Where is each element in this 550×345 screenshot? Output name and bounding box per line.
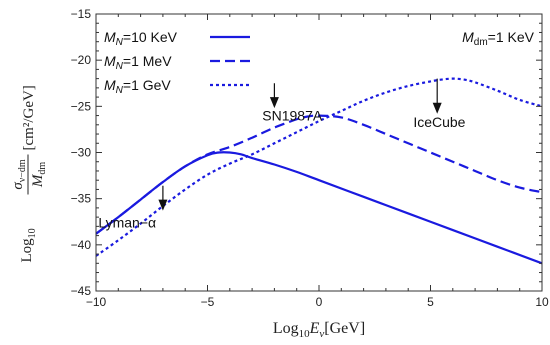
y-tick-label: −35 [71, 192, 92, 206]
annotation-label: SN1987A [262, 108, 323, 124]
y-tick-label: −45 [71, 284, 92, 298]
xlabel-sub: 10 [299, 328, 311, 340]
x-tick-label: 0 [316, 295, 323, 309]
x-tick-label: 5 [427, 295, 434, 309]
xlabel-varsub: ν [319, 328, 324, 340]
y-tick-label: −15 [71, 7, 92, 21]
dark-matter-mass-label: Mdm=1 KeV [462, 29, 535, 48]
mass-label-var: M [462, 29, 474, 45]
mass-label-rest: =1 KeV [488, 29, 535, 45]
annotation-arrowhead [158, 199, 168, 211]
legend-label-3: MN=1 GeV [104, 77, 171, 96]
x-tick-label: −5 [201, 295, 215, 309]
x-axis-label: Log10Eν[GeV] [273, 320, 365, 340]
y-tick-label: −30 [71, 146, 92, 160]
xlabel-unit: [GeV] [324, 320, 365, 337]
annotation-label: IceCube [413, 114, 465, 130]
x-tick-label: −10 [86, 295, 107, 309]
y-axis-label: Log10 σν−dm Mdm [cm²/GeV] [10, 85, 48, 262]
legend-label-1: MN=10 KeV [104, 29, 178, 48]
annotation-arrowhead [269, 97, 279, 109]
y-tick-label: −20 [71, 53, 92, 67]
ylabel-log: Log10 [19, 228, 38, 262]
y-tick-label: −25 [71, 99, 92, 113]
annotations-group: SN1987A IceCube Lyman−α [98, 78, 466, 231]
series-line-3 [96, 77, 542, 257]
series-line-2 [96, 114, 542, 235]
axes-group: −10 −5 0 5 10 −45 −40 −35 −30 −25 −20 −15 [71, 7, 549, 309]
x-tick-label: 10 [535, 295, 549, 309]
ylabel-unit: [cm²/GeV] [21, 85, 37, 150]
xlabel-prefix: Log [273, 320, 299, 337]
ylabel-denominator: Mdm [30, 162, 48, 189]
annotation-label: Lyman−α [98, 215, 156, 231]
legend: MN=10 KeV MN=1 MeV MN=1 GeV [104, 29, 250, 96]
y-tick-label: −40 [71, 238, 92, 252]
mass-label-sub: dm [474, 37, 488, 48]
annotation-arrowhead [432, 102, 442, 114]
xlabel-var: E [309, 320, 320, 337]
legend-label-2: MN=1 MeV [104, 53, 172, 72]
curves-group [96, 77, 542, 265]
ylabel-numerator: σν−dm [10, 159, 28, 190]
